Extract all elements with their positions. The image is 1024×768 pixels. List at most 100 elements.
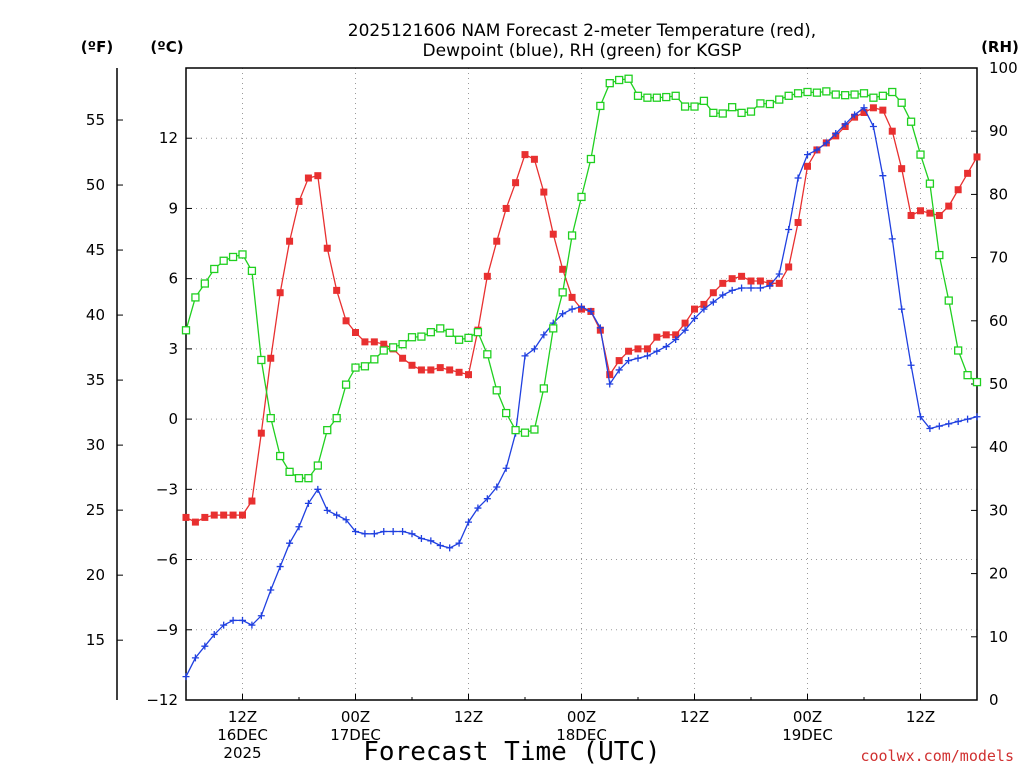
dewpoint-point — [775, 270, 783, 278]
rh-point — [793, 89, 803, 98]
rh-point — [426, 328, 435, 337]
rh-point — [643, 93, 652, 102]
rh-point — [765, 99, 774, 109]
fahrenheit-tick-label: 25 — [86, 501, 105, 519]
celsius-tick-label: −12 — [146, 691, 178, 709]
rh-point — [294, 474, 304, 483]
temperature-point — [446, 366, 454, 374]
rh-point — [690, 102, 699, 111]
x-tick-label: 2025 — [223, 744, 261, 762]
rh-point — [831, 90, 840, 99]
dewpoint-point — [295, 523, 303, 531]
temperature-point — [427, 366, 435, 374]
x-tick-label: 00Z — [567, 708, 596, 726]
dewpoint-point — [276, 563, 284, 571]
dewpoint-point — [954, 417, 962, 425]
rh-point — [398, 340, 407, 349]
rh-point — [304, 474, 313, 483]
dewpoint-point — [201, 642, 209, 650]
temperature-point — [399, 354, 407, 362]
rh-tick-label: 70 — [989, 249, 1008, 267]
temperature-point — [700, 300, 708, 308]
temperature-point — [860, 108, 868, 116]
dewpoint-point — [417, 534, 425, 542]
fahrenheit-tick-label: 50 — [86, 176, 105, 194]
temperature-point — [709, 289, 717, 297]
rh-point — [266, 413, 275, 423]
rh-point — [925, 179, 935, 188]
dewpoint-point — [323, 506, 331, 514]
rh-point — [633, 91, 643, 100]
dewpoint-series — [182, 104, 981, 681]
temperature-point — [747, 277, 755, 285]
rh-point — [972, 377, 982, 387]
x-axis-title: Forecast Time (UTC) — [363, 737, 660, 767]
temperature-point — [342, 317, 350, 325]
dewpoint-point — [738, 284, 746, 292]
dewpoint-point — [380, 527, 388, 535]
dewpoint-point — [719, 291, 727, 299]
rh-point — [285, 467, 294, 476]
temperature-point — [455, 368, 463, 376]
rh-point — [567, 231, 577, 240]
fahrenheit-tick-label: 15 — [86, 631, 105, 649]
temperature-point — [935, 211, 943, 219]
dewpoint-point — [917, 413, 924, 421]
rh-point — [906, 117, 916, 126]
temperature-point — [898, 165, 906, 173]
temperature-point — [738, 272, 746, 280]
rh-point — [210, 264, 219, 274]
temperature-point — [229, 511, 237, 519]
temperature-point — [672, 331, 680, 339]
temperature-point — [483, 272, 491, 280]
dewpoint-point — [653, 347, 661, 355]
temperature-point — [257, 429, 265, 437]
dewpoint-point — [728, 286, 736, 294]
temperature-point — [954, 186, 962, 194]
temperature-point — [502, 204, 510, 212]
temperature-point — [549, 230, 557, 238]
temperature-point — [521, 151, 529, 159]
temperature-point — [917, 207, 924, 215]
temperature-point — [182, 513, 190, 521]
rh-point — [445, 328, 454, 337]
rh-tick-label: 80 — [989, 185, 1008, 203]
chart-subtitle: Dewpoint (blue), RH (green) for KGSP — [423, 41, 742, 61]
temperature-point — [945, 202, 953, 210]
temperature-point — [417, 366, 425, 374]
rh-point — [276, 451, 285, 461]
temperature-point — [276, 289, 284, 297]
temperature-series — [182, 104, 981, 526]
rh-point — [728, 103, 737, 112]
rh-point — [812, 88, 822, 97]
rh-point — [351, 363, 360, 372]
rh-point — [483, 350, 492, 359]
series-layer — [181, 74, 982, 681]
dewpoint-point — [860, 104, 868, 112]
rh-point — [492, 386, 501, 395]
dewpoint-point — [474, 504, 482, 512]
rh-tick-label: 10 — [989, 628, 1008, 646]
temperature-point — [304, 174, 312, 182]
rh-point — [624, 74, 633, 83]
tick-labels: −12−9−6−30369121520253035404550550102030… — [86, 59, 1018, 762]
temperature-point — [681, 319, 689, 327]
rh-point — [539, 384, 548, 393]
dewpoint-point — [747, 284, 755, 292]
temperature-point — [220, 511, 228, 519]
rh-point — [511, 425, 520, 435]
temperature-point — [540, 188, 548, 196]
temperature-point — [286, 237, 294, 245]
temperature-point — [926, 209, 934, 217]
dewpoint-point — [446, 544, 454, 552]
dewpoint-point — [794, 174, 802, 182]
rh-point — [699, 96, 709, 106]
rh-point — [916, 150, 925, 159]
temperature-point — [964, 169, 972, 177]
x-tick-label: 12Z — [228, 708, 257, 726]
rh-point — [596, 101, 605, 111]
dewpoint-point — [493, 483, 501, 491]
rh-point — [323, 425, 332, 435]
rh-unit-label: (RH) — [981, 38, 1019, 56]
fahrenheit-tick-label: 40 — [86, 306, 105, 324]
